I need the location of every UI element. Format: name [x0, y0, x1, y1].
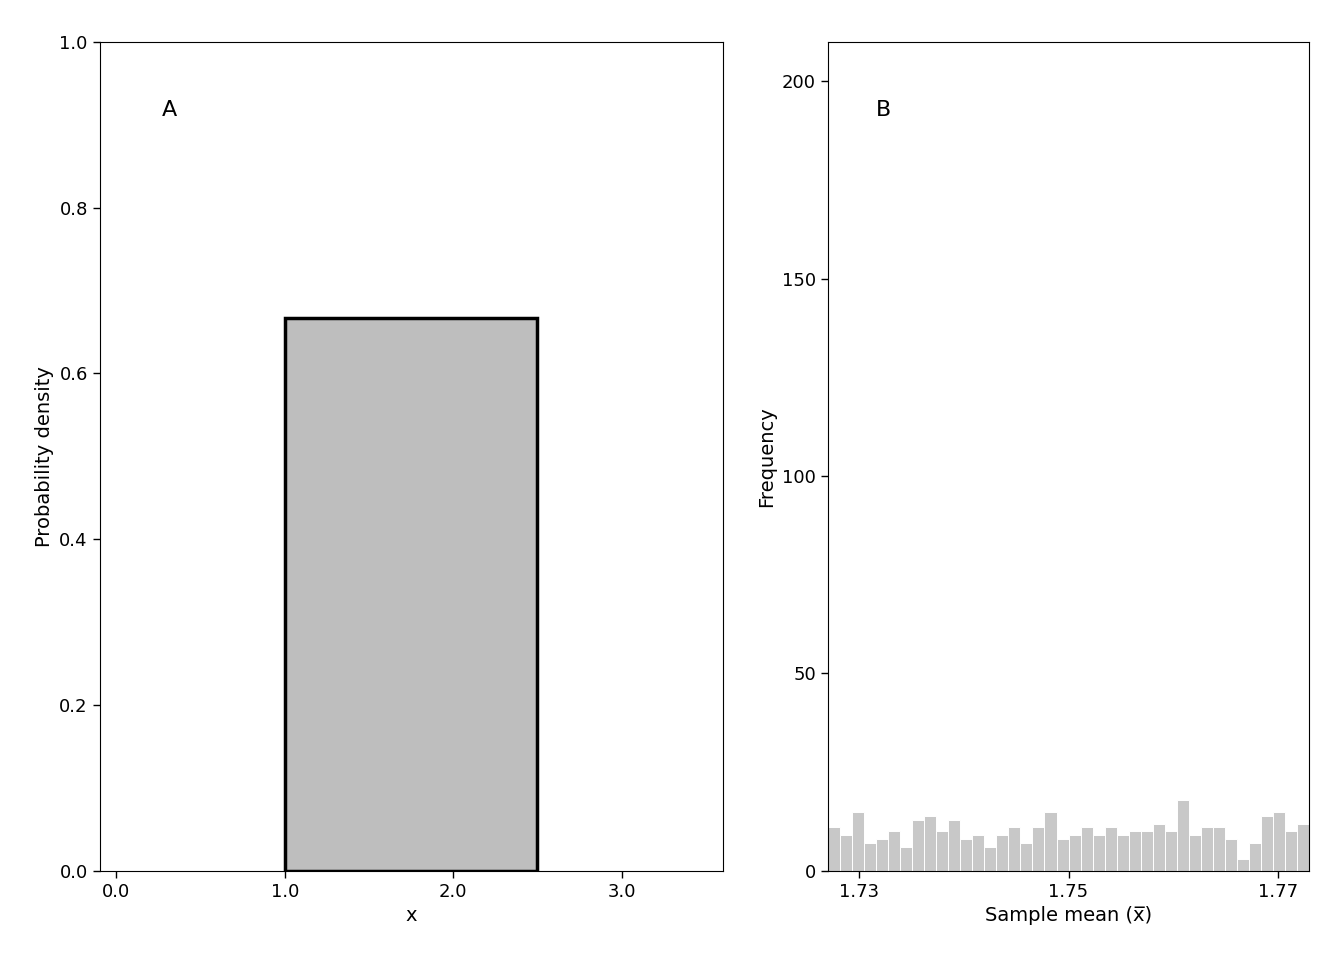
Bar: [1224, 839, 1236, 871]
Bar: [1032, 828, 1044, 871]
Bar: [1141, 831, 1153, 871]
Bar: [1056, 839, 1068, 871]
Bar: [1153, 824, 1165, 871]
Text: B: B: [876, 100, 891, 120]
Bar: [1202, 828, 1214, 871]
Bar: [1273, 812, 1285, 871]
Bar: [1008, 828, 1020, 871]
Bar: [852, 812, 864, 871]
Bar: [1261, 816, 1273, 871]
Text: A: A: [161, 100, 177, 120]
Bar: [864, 843, 876, 871]
Bar: [828, 828, 840, 871]
Bar: [984, 848, 996, 871]
Bar: [285, 318, 538, 871]
Bar: [1068, 835, 1081, 871]
Bar: [1177, 800, 1189, 871]
Bar: [913, 820, 925, 871]
Bar: [1020, 843, 1032, 871]
Bar: [1117, 835, 1129, 871]
Bar: [949, 820, 960, 871]
Bar: [1236, 859, 1249, 871]
Bar: [840, 835, 852, 871]
Bar: [888, 831, 900, 871]
Bar: [1297, 824, 1309, 871]
Y-axis label: Probability density: Probability density: [35, 366, 54, 547]
Bar: [876, 839, 888, 871]
Y-axis label: Frequency: Frequency: [758, 406, 777, 507]
Bar: [1189, 835, 1202, 871]
Bar: [1285, 831, 1297, 871]
X-axis label: x: x: [406, 906, 417, 925]
Bar: [1129, 831, 1141, 871]
Bar: [1214, 828, 1224, 871]
Bar: [1093, 835, 1105, 871]
Bar: [960, 839, 972, 871]
Bar: [1165, 831, 1177, 871]
Bar: [1105, 828, 1117, 871]
Bar: [972, 835, 984, 871]
Bar: [1081, 828, 1093, 871]
X-axis label: Sample mean (x̅): Sample mean (x̅): [985, 906, 1152, 925]
Bar: [937, 831, 949, 871]
Bar: [900, 848, 913, 871]
Bar: [996, 835, 1008, 871]
Bar: [1249, 843, 1261, 871]
Bar: [1044, 812, 1056, 871]
Bar: [925, 816, 937, 871]
